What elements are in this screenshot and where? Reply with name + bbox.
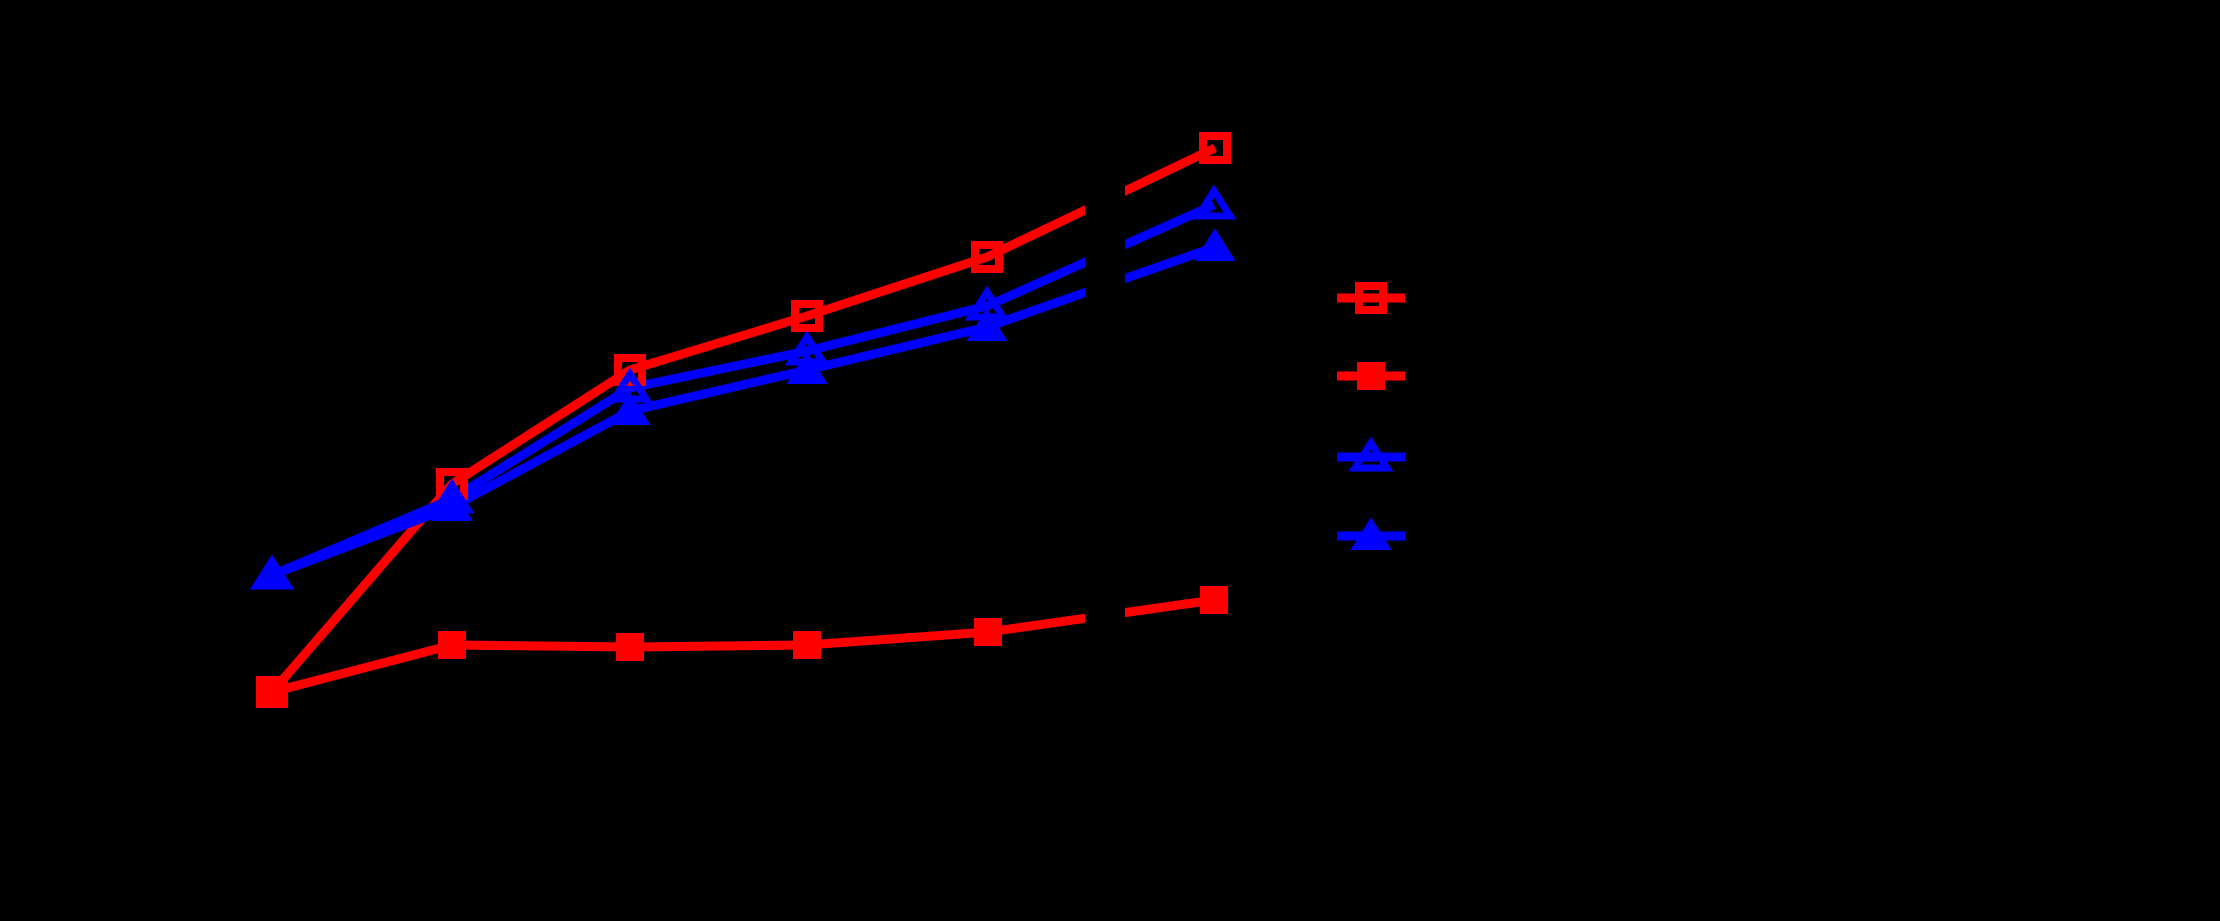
series-blue-open-triangle-marker [1191, 184, 1237, 220]
series-red-filled-square-marker [793, 631, 821, 659]
series-blue-filled-triangle-marker [609, 392, 651, 425]
series-blue-filled-triangle-marker [251, 556, 293, 589]
series-blue-filled-triangle-marker [966, 308, 1008, 341]
legend-blue-filled-triangle-marker [1350, 517, 1392, 550]
series-red-open-square-marker [791, 300, 823, 332]
legend-blue-open-triangle-marker [1348, 436, 1394, 472]
series-blue-filled-triangle-marker [1194, 228, 1236, 261]
series-red-filled-square-marker [974, 618, 1002, 646]
series-red-open-square-marker [971, 241, 1003, 273]
series-red-filled-square-line [270, 595, 1215, 697]
legend-red-filled-square-marker [1357, 362, 1385, 390]
series-red-open-square-marker [1199, 132, 1231, 164]
series-blue-filled-triangle-line [270, 242, 1217, 580]
series-red-filled-square-marker [258, 678, 286, 706]
series-blue-open-triangle-line [270, 200, 1216, 580]
series-blue-filled-triangle-marker [431, 488, 473, 521]
series-red-filled-square-marker [1200, 586, 1228, 614]
series-red-filled-square-marker [438, 631, 466, 659]
legend-red-open-square-marker [1355, 282, 1387, 314]
axis-break-band [1085, 60, 1125, 660]
series-blue-filled-triangle-marker [786, 351, 828, 384]
series-red-filled-square-marker [616, 633, 644, 661]
series-red-open-square-marker [614, 354, 646, 386]
